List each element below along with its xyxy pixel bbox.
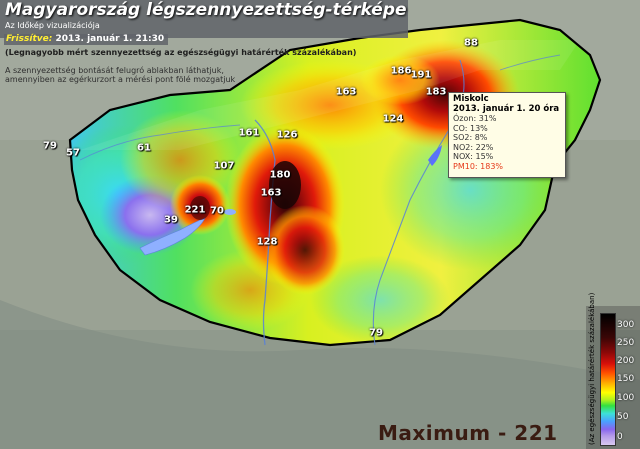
legend-tick: 50	[617, 412, 629, 422]
tooltip-so2: SO2: 8%	[453, 133, 488, 142]
tooltip-ozon: Ózon: 31%	[453, 114, 497, 123]
tooltip-co: CO: 13%	[453, 123, 488, 133]
tooltip-nox: NOX: 15%	[453, 152, 494, 161]
station-marker[interactable]: 124	[382, 113, 404, 125]
update-timestamp: Frissítve: 2013. január 1. 21:30	[4, 34, 169, 45]
legend-tick: 300	[617, 320, 635, 330]
station-marker[interactable]: 88	[464, 37, 478, 49]
station-marker[interactable]: 191	[410, 69, 432, 81]
station-marker[interactable]: 186	[390, 65, 412, 77]
header-panel	[0, 0, 408, 38]
legend-tick: 150	[617, 374, 635, 384]
tooltip-pm10: PM10: 183%	[453, 161, 504, 171]
station-marker[interactable]: 126	[276, 129, 298, 141]
tooltip-no2: NO2: 22%	[453, 142, 494, 152]
station-marker[interactable]: 221	[184, 204, 206, 216]
tooltip-time: 2013. január 1. 20 óra	[453, 103, 560, 114]
legend-color-scale	[600, 313, 616, 446]
updated-label: Frissítve:	[6, 34, 53, 44]
station-marker[interactable]: 39	[164, 214, 178, 226]
legend-tick: 0	[617, 432, 623, 442]
maximum-value: Maximum - 221	[378, 421, 558, 445]
legend-tick: 250	[617, 338, 635, 348]
station-marker[interactable]: 161	[238, 127, 260, 139]
station-marker[interactable]: 183	[425, 86, 447, 98]
station-tooltip: Miskolc 2013. január 1. 20 óra Ózon: 31%…	[448, 92, 566, 178]
station-marker[interactable]: 61	[137, 142, 151, 154]
station-marker[interactable]: 79	[369, 327, 383, 339]
legend-tick: 100	[617, 393, 635, 403]
legend-title: (Az egészségügyi határérték százalékában…	[588, 292, 596, 445]
note-threshold: (Legnagyobb mért szennyezettség az egész…	[5, 48, 357, 57]
page-title: Magyarország légszennyezettség-térképe	[5, 0, 407, 20]
tooltip-city: Miskolc	[453, 94, 489, 104]
station-marker[interactable]: 107	[213, 160, 235, 172]
page-subtitle: Az Időkép vizualizációja	[5, 21, 100, 30]
station-marker[interactable]: 163	[260, 187, 282, 199]
station-marker[interactable]: 57	[66, 147, 80, 159]
station-marker[interactable]: 70	[210, 205, 224, 217]
updated-value: 2013. január 1. 21:30	[55, 34, 165, 44]
station-marker[interactable]: 128	[256, 236, 278, 248]
station-marker[interactable]: 79	[43, 140, 57, 152]
station-marker[interactable]: 163	[335, 86, 357, 98]
station-marker[interactable]: 180	[269, 169, 291, 181]
legend-tick: 200	[617, 356, 635, 366]
note-hover-hint: A szennyezettség bontását felugró ablakb…	[5, 66, 236, 84]
